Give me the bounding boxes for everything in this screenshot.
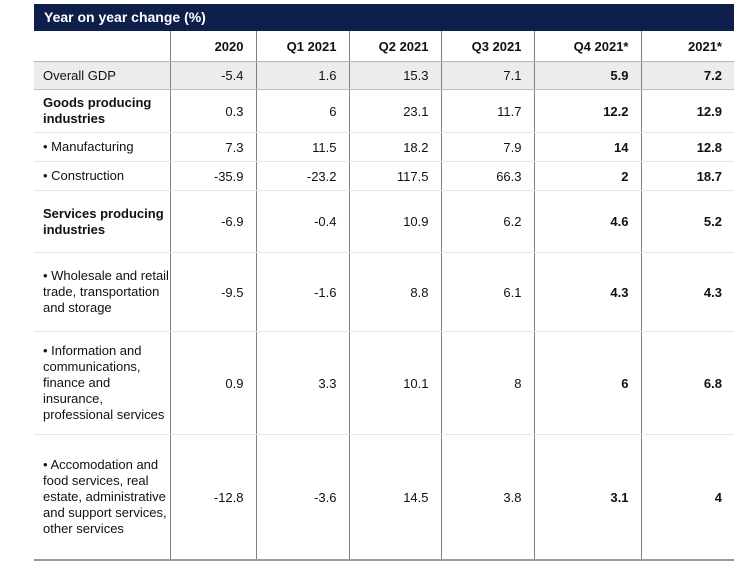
cell-q1-2021: -0.4	[255, 190, 349, 253]
cell-2021: 4.3	[640, 252, 734, 332]
row-label: Services producing industries	[34, 190, 170, 253]
cell-q4-2021: 12.2	[533, 89, 641, 133]
cell-2020: 0.9	[169, 331, 256, 435]
row-label: • Manufacturing	[34, 132, 170, 162]
cell-2021: 5.2	[640, 190, 734, 253]
column-header-q2-2021: Q2 2021	[348, 31, 441, 62]
row-label: Goods producing industries	[34, 89, 170, 133]
cell-2020: 7.3	[169, 132, 256, 162]
row-label: • Accomodation and food services, real e…	[34, 434, 170, 561]
table-row-manufacturing: • Manufacturing 7.3 11.5 18.2 7.9 14 12.…	[34, 132, 734, 162]
cell-q3-2021: 11.7	[440, 89, 534, 133]
cell-2020: -5.4	[169, 61, 256, 90]
cell-2021: 12.9	[640, 89, 734, 133]
cell-q1-2021: 6	[255, 89, 349, 133]
column-header-q3-2021: Q3 2021	[440, 31, 534, 62]
column-header-label	[34, 31, 170, 62]
cell-q4-2021: 4.3	[533, 252, 641, 332]
table-row-services: Services producing industries -6.9 -0.4 …	[34, 190, 734, 253]
cell-q2-2021: 117.5	[348, 161, 441, 191]
cell-q2-2021: 14.5	[348, 434, 441, 561]
table-row-information: • Information and communications, financ…	[34, 331, 734, 435]
cell-2021: 12.8	[640, 132, 734, 162]
cell-q4-2021: 6	[533, 331, 641, 435]
table-row-wholesale: • Wholesale and retail trade, transporta…	[34, 252, 734, 332]
table-row-construction: • Construction -35.9 -23.2 117.5 66.3 2 …	[34, 161, 734, 191]
cell-q2-2021: 10.1	[348, 331, 441, 435]
cell-q1-2021: -1.6	[255, 252, 349, 332]
cell-2020: -9.5	[169, 252, 256, 332]
cell-2021: 6.8	[640, 331, 734, 435]
cell-2021: 7.2	[640, 61, 734, 90]
table-row-overall-gdp: Overall GDP -5.4 1.6 15.3 7.1 5.9 7.2	[34, 61, 734, 90]
cell-2021: 18.7	[640, 161, 734, 191]
row-label: • Information and communications, financ…	[34, 331, 170, 435]
cell-2021: 4	[640, 434, 734, 561]
cell-q3-2021: 7.9	[440, 132, 534, 162]
row-label: • Construction	[34, 161, 170, 191]
row-label: Overall GDP	[34, 61, 170, 90]
cell-q3-2021: 6.1	[440, 252, 534, 332]
cell-q3-2021: 8	[440, 331, 534, 435]
cell-q3-2021: 66.3	[440, 161, 534, 191]
table-title: Year on year change (%)	[34, 4, 734, 31]
cell-q1-2021: 11.5	[255, 132, 349, 162]
cell-q1-2021: -3.6	[255, 434, 349, 561]
cell-q1-2021: 1.6	[255, 61, 349, 90]
cell-q4-2021: 2	[533, 161, 641, 191]
cell-2020: 0.3	[169, 89, 256, 133]
cell-q1-2021: -23.2	[255, 161, 349, 191]
cell-q4-2021: 4.6	[533, 190, 641, 253]
cell-q4-2021: 5.9	[533, 61, 641, 90]
cell-q2-2021: 15.3	[348, 61, 441, 90]
cell-q3-2021: 6.2	[440, 190, 534, 253]
gdp-table-panel: Year on year change (%) 2020 Q1 2021 Q2 …	[34, 4, 734, 561]
cell-q2-2021: 23.1	[348, 89, 441, 133]
cell-q4-2021: 14	[533, 132, 641, 162]
cell-q2-2021: 18.2	[348, 132, 441, 162]
table-row-goods: Goods producing industries 0.3 6 23.1 11…	[34, 89, 734, 133]
gdp-table: 2020 Q1 2021 Q2 2021 Q3 2021 Q4 2021* 20…	[34, 31, 734, 561]
cell-q2-2021: 10.9	[348, 190, 441, 253]
cell-2020: -35.9	[169, 161, 256, 191]
cell-q4-2021: 3.1	[533, 434, 641, 561]
cell-q2-2021: 8.8	[348, 252, 441, 332]
row-label: • Wholesale and retail trade, transporta…	[34, 252, 170, 332]
column-header-q4-2021: Q4 2021*	[533, 31, 641, 62]
column-header-2021: 2021*	[640, 31, 734, 62]
column-header-2020: 2020	[169, 31, 256, 62]
cell-q1-2021: 3.3	[255, 331, 349, 435]
cell-2020: -6.9	[169, 190, 256, 253]
cell-q3-2021: 3.8	[440, 434, 534, 561]
header-row: 2020 Q1 2021 Q2 2021 Q3 2021 Q4 2021* 20…	[34, 31, 734, 62]
cell-q3-2021: 7.1	[440, 61, 534, 90]
column-header-q1-2021: Q1 2021	[255, 31, 349, 62]
table-row-accommodation: • Accomodation and food services, real e…	[34, 434, 734, 561]
cell-2020: -12.8	[169, 434, 256, 561]
